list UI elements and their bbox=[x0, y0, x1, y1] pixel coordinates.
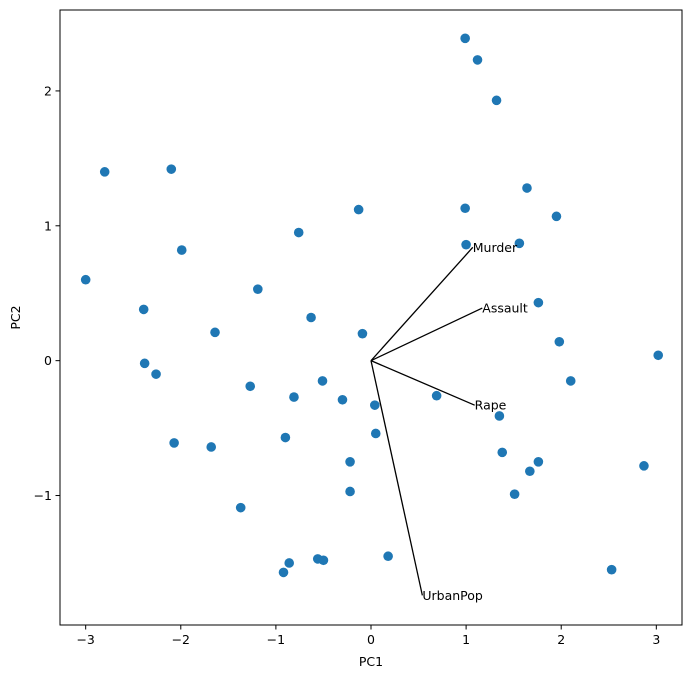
scatter-point bbox=[289, 392, 299, 402]
x-tick-label: −2 bbox=[172, 632, 190, 647]
scatter-point bbox=[653, 350, 664, 361]
scatter-point bbox=[606, 564, 617, 575]
loading-vector-rape bbox=[370, 360, 475, 406]
loading-vector-assault bbox=[370, 307, 483, 362]
scatter-point bbox=[139, 358, 150, 369]
scatter-point bbox=[278, 567, 289, 578]
scatter-point bbox=[345, 457, 355, 467]
scatter-point bbox=[491, 95, 502, 106]
loading-label-murder: Murder bbox=[473, 240, 518, 255]
scatter-point bbox=[337, 394, 348, 405]
loading-label-urbanpop: UrbanPop bbox=[422, 588, 483, 603]
scatter-point bbox=[551, 211, 562, 222]
loadings-layer: Murder Assault UrbanPop Rape bbox=[370, 240, 528, 603]
scatter-point bbox=[318, 555, 329, 566]
scatter-point bbox=[533, 297, 544, 308]
scatter-point bbox=[370, 428, 381, 439]
scatter-point bbox=[284, 558, 295, 568]
scatter-point bbox=[461, 239, 471, 250]
loading-label-rape: Rape bbox=[475, 398, 507, 413]
scatter-point bbox=[639, 461, 649, 471]
scatter-point bbox=[306, 312, 316, 323]
loading-vector-murder bbox=[370, 246, 474, 362]
scatter-point bbox=[293, 227, 304, 238]
scatter-point bbox=[357, 328, 368, 339]
scatter-point bbox=[533, 457, 544, 467]
scatter-point bbox=[280, 432, 291, 443]
y-tick-label: 1 bbox=[44, 218, 52, 233]
y-tick-label: 2 bbox=[44, 83, 52, 98]
scatter-point bbox=[345, 486, 355, 497]
x-tick-label: 3 bbox=[652, 632, 660, 647]
scatter-point bbox=[522, 183, 532, 193]
y-tick-label: −1 bbox=[34, 488, 52, 503]
scatter-point bbox=[514, 238, 525, 249]
loading-label-assault: Assault bbox=[482, 301, 528, 316]
scatter-point bbox=[210, 327, 220, 338]
scatter-point bbox=[138, 304, 149, 315]
scatter-point bbox=[151, 369, 161, 379]
scatter-point bbox=[460, 203, 470, 214]
x-tick-label: −1 bbox=[267, 632, 285, 647]
scatter-point bbox=[431, 390, 442, 401]
scatter-point bbox=[99, 167, 110, 177]
y-axis-ticks: −1 0 1 2 bbox=[34, 83, 60, 503]
scatter-point bbox=[370, 400, 380, 410]
x-tick-label: 0 bbox=[367, 632, 375, 647]
points-layer bbox=[80, 33, 664, 578]
scatter-point bbox=[169, 438, 179, 448]
scatter-point bbox=[235, 502, 246, 513]
scatter-point bbox=[245, 381, 256, 392]
scatter-point bbox=[497, 447, 508, 458]
scatter-point bbox=[383, 551, 393, 562]
scatter-point bbox=[525, 466, 535, 477]
scatter-point bbox=[253, 284, 263, 294]
plot-frame bbox=[59, 9, 683, 626]
scatter-point bbox=[565, 376, 576, 386]
scatter-point bbox=[176, 245, 187, 255]
scatter-point bbox=[494, 411, 505, 421]
scatter-point bbox=[206, 442, 217, 452]
x-tick-label: 1 bbox=[462, 632, 470, 647]
scatter-point bbox=[317, 376, 328, 386]
scatter-point bbox=[80, 274, 91, 285]
x-axis-ticks: −3 −2 −1 0 1 2 3 bbox=[76, 625, 660, 647]
scatter-point bbox=[460, 33, 470, 44]
scatter-point bbox=[166, 164, 177, 174]
x-tick-label: 2 bbox=[557, 632, 565, 647]
scatter-point bbox=[554, 336, 565, 347]
scatter-point bbox=[472, 55, 483, 65]
y-axis-label: PC2 bbox=[8, 305, 23, 329]
y-tick-label: 0 bbox=[44, 353, 52, 368]
x-tick-label: −3 bbox=[76, 632, 94, 647]
scatter-point bbox=[353, 204, 364, 215]
loading-vector-urbanpop bbox=[370, 360, 423, 596]
scatter-point bbox=[509, 489, 520, 499]
x-axis-label: PC1 bbox=[359, 654, 383, 669]
